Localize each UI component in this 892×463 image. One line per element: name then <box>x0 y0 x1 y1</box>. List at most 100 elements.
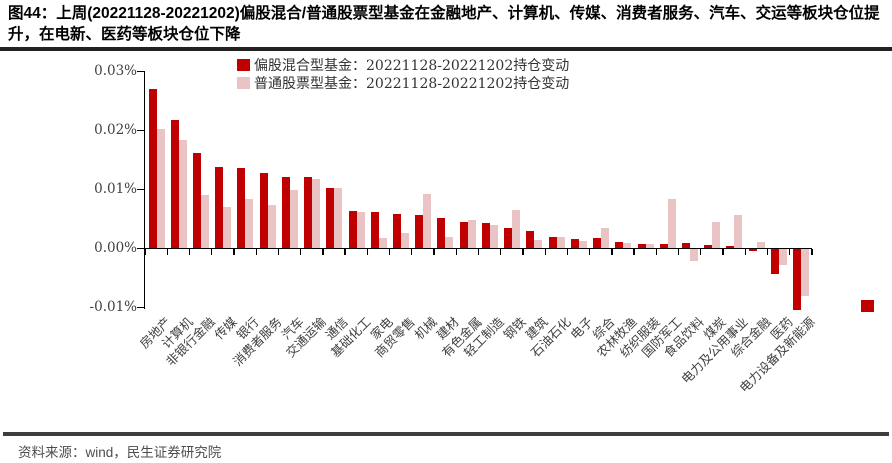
bar-equity-fund <box>756 242 765 249</box>
x-axis-tick <box>744 248 746 255</box>
bar-equity-fund <box>312 179 321 249</box>
x-axis-tick <box>388 248 391 255</box>
bar-hybrid-fund <box>237 168 246 249</box>
legend-swatch-dark-red <box>237 58 250 71</box>
bar-hybrid-fund <box>526 231 535 249</box>
x-axis-tick <box>589 248 591 255</box>
source-divider-rule <box>3 432 889 436</box>
x-axis-tick <box>188 248 191 255</box>
x-axis-tick <box>411 248 413 255</box>
bar-equity-fund <box>645 243 654 249</box>
figure-title: 图44：上周(20221128-20221202)偏股混合/普通股票型基金在金融… <box>8 5 880 43</box>
title-divider-rule <box>0 47 892 51</box>
x-axis-tick <box>500 248 502 255</box>
bar-equity-fund <box>334 188 343 249</box>
bar-equity-fund <box>489 224 498 249</box>
x-axis-tick <box>789 248 791 255</box>
y-axis-tick <box>137 306 144 309</box>
x-axis-tick <box>633 248 635 255</box>
bar-equity-fund <box>578 241 587 249</box>
legend-swatch-light-pink <box>237 76 250 89</box>
bar-hybrid-fund <box>393 214 402 249</box>
bar-equity-fund <box>267 205 276 249</box>
y-axis-tick <box>137 129 144 132</box>
bar-equity-fund <box>467 219 476 249</box>
bar-hybrid-fund <box>192 152 201 249</box>
x-axis-tick <box>700 248 702 255</box>
bar-hybrid-fund <box>281 176 290 249</box>
bar-equity-fund <box>156 128 165 249</box>
bar-equity-fund <box>734 214 743 249</box>
bar-equity-fund <box>601 228 610 249</box>
bar-hybrid-fund <box>148 89 157 249</box>
y-axis-tick-label: 0.01% <box>94 181 137 197</box>
legend-item-hybrid-fund: 偏股混合型基金：20221128-20221202持仓变动 <box>237 56 570 74</box>
bar-equity-fund <box>356 211 365 249</box>
y-axis-line <box>143 71 145 309</box>
x-axis-tick <box>722 248 724 255</box>
x-axis-line <box>143 247 812 250</box>
x-axis-tick <box>255 248 257 255</box>
x-axis-tick <box>433 248 435 255</box>
x-axis-tick <box>477 248 480 255</box>
bar-equity-fund <box>667 198 676 249</box>
x-axis-tick <box>144 248 146 255</box>
x-axis-tick <box>766 248 769 255</box>
x-axis-tick <box>277 248 280 255</box>
bar-hybrid-fund <box>415 215 424 249</box>
y-axis-tick <box>137 70 144 73</box>
x-axis-tick <box>166 248 168 255</box>
y-axis-tick-label: 0.00% <box>94 240 137 256</box>
bar-hybrid-fund <box>770 249 779 274</box>
y-axis-tick <box>137 188 144 191</box>
x-axis-tick <box>366 248 368 255</box>
bar-hybrid-fund <box>348 211 357 249</box>
x-axis-tick <box>344 248 346 255</box>
bar-equity-fund <box>534 240 543 249</box>
bar-equity-fund <box>245 198 254 249</box>
bar-equity-fund <box>445 237 454 249</box>
bar-hybrid-fund <box>437 218 446 249</box>
x-axis-tick <box>522 248 524 255</box>
bar-equity-fund <box>712 221 721 249</box>
bar-hybrid-fund <box>682 243 691 249</box>
y-axis-tick-label: 0.02% <box>94 122 137 138</box>
bar-equity-fund <box>378 237 387 249</box>
bar-hybrid-fund <box>170 120 179 249</box>
bar-hybrid-fund <box>659 243 668 249</box>
x-axis-tick <box>211 248 213 255</box>
x-axis-tick <box>611 248 613 255</box>
bar-equity-fund <box>289 190 298 249</box>
bar-hybrid-fund <box>704 244 713 249</box>
bar-hybrid-fund <box>504 228 513 249</box>
source-text: 资料来源：wind，民生证券研究院 <box>18 445 222 460</box>
bar-hybrid-fund <box>748 249 757 252</box>
bar-equity-fund <box>778 249 787 266</box>
bar-hybrid-fund <box>637 244 646 249</box>
bar-equity-fund <box>401 232 410 249</box>
x-axis-tick <box>677 248 680 255</box>
bar-equity-fund <box>178 139 187 249</box>
y-axis-tick-label: 0.03% <box>94 63 137 79</box>
bar-hybrid-fund <box>481 222 490 249</box>
bar-equity-fund <box>801 249 810 296</box>
bar-hybrid-fund <box>459 221 468 249</box>
bar-hybrid-fund <box>726 245 735 249</box>
x-axis-tick <box>655 248 657 255</box>
bar-hybrid-fund <box>370 211 379 249</box>
legend-label: 偏股混合型基金：20221128-20221202持仓变动 <box>254 57 570 74</box>
x-axis-tick <box>322 248 324 255</box>
y-axis-tick <box>137 247 144 250</box>
x-axis-tick <box>455 248 457 255</box>
x-axis-tick <box>300 248 302 255</box>
bar-hybrid-fund <box>570 239 579 249</box>
bar-equity-fund <box>512 210 521 249</box>
bar-hybrid-fund <box>326 187 335 249</box>
x-axis-tick <box>233 248 235 255</box>
chart-legend: 偏股混合型基金：20221128-20221202持仓变动 普通股票型基金：20… <box>237 56 569 92</box>
x-axis-tick <box>566 248 569 255</box>
bar-hybrid-fund <box>259 172 268 249</box>
bar-equity-fund <box>623 242 632 249</box>
legend-label: 普通股票型基金：20221128-20221202持仓变动 <box>254 75 570 92</box>
